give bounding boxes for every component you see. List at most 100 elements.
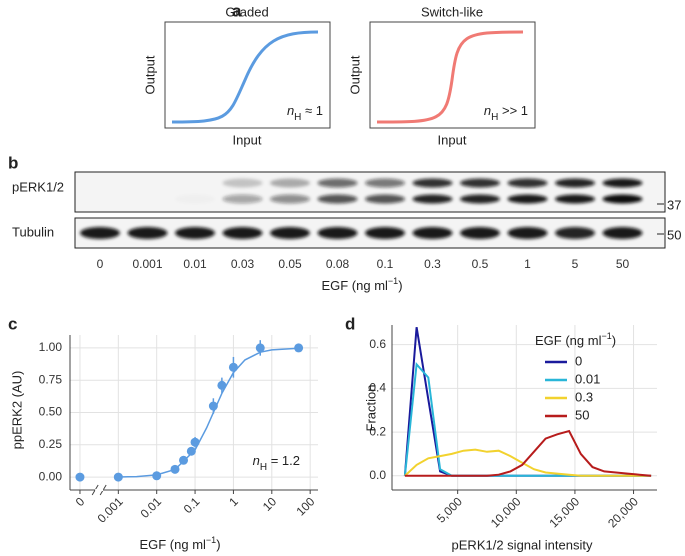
- x-tick-label: 0.001: [95, 494, 126, 525]
- band: [222, 194, 263, 204]
- lane-label: 0.05: [278, 257, 302, 271]
- point: [152, 471, 162, 481]
- schematic-title: Graded: [225, 4, 268, 19]
- panel-label: d: [345, 314, 355, 333]
- schematic-xlabel: Input: [233, 132, 262, 147]
- band: [175, 195, 215, 204]
- lane-label: 0.5: [472, 257, 489, 271]
- series-line: [404, 448, 652, 477]
- band: [317, 178, 358, 188]
- text-part: >> 1: [498, 103, 528, 118]
- lane-label: 0.1: [377, 257, 394, 271]
- series-line: [403, 327, 652, 477]
- x-tick-label: 15,000: [546, 494, 582, 530]
- y-tick-label: 0.6: [369, 337, 386, 351]
- band: [365, 178, 405, 188]
- text-part: EGF (ng ml: [139, 537, 206, 552]
- band: [175, 227, 215, 239]
- schematic-annotation: nH >> 1: [484, 103, 528, 123]
- schematic-ylabel: Output: [142, 55, 157, 94]
- superscript: −1: [601, 331, 611, 341]
- italic-part: n: [484, 103, 491, 118]
- band: [80, 227, 120, 239]
- x-tick-label: 5,000: [434, 494, 465, 525]
- band: [270, 227, 310, 239]
- text-part: ): [216, 537, 220, 552]
- lane-label: 0.3: [424, 257, 441, 271]
- annotation: nH = 1.2: [253, 453, 300, 473]
- break-gap: [95, 489, 104, 491]
- blot-strip: [74, 171, 666, 213]
- band: [80, 195, 120, 204]
- band: [460, 227, 500, 239]
- italic-part: n: [287, 103, 294, 118]
- point: [170, 464, 180, 474]
- y-tick-label: 0.25: [39, 437, 63, 451]
- x-tick-label: 100: [293, 494, 317, 518]
- point: [217, 380, 227, 390]
- band: [460, 194, 500, 204]
- marker-label: 37: [667, 197, 681, 212]
- band: [602, 227, 643, 239]
- x-axis-label: EGF (ng ml−1): [139, 535, 220, 552]
- point: [179, 455, 189, 465]
- band: [365, 227, 405, 239]
- x-tick-label: 20,000: [605, 494, 641, 530]
- y-tick-label: 0.0: [369, 468, 386, 482]
- row-label: Tubulin: [12, 224, 54, 239]
- lane-label: 0.001: [132, 257, 162, 271]
- y-tick-label: 0.2: [369, 424, 386, 438]
- superscript: −1: [388, 276, 398, 286]
- x-axis-label: pERK1/2 signal intensity: [452, 537, 593, 552]
- x-tick-label: 10: [260, 494, 280, 514]
- band: [555, 194, 595, 204]
- band: [507, 194, 548, 204]
- band: [412, 194, 453, 204]
- x-tick-label: 1: [226, 494, 241, 509]
- text-part: ): [398, 278, 402, 293]
- x-tick-label: 0.01: [138, 494, 165, 521]
- point: [190, 437, 200, 447]
- legend-label: 0: [575, 353, 582, 368]
- band: [555, 178, 595, 188]
- schematic-xlabel: Input: [438, 132, 467, 147]
- series-line: [404, 429, 652, 477]
- marker-label: 50: [667, 227, 681, 242]
- band: [270, 178, 310, 188]
- text-part: EGF (ng ml: [321, 278, 388, 293]
- band: [317, 227, 358, 239]
- panel-label: c: [8, 314, 17, 333]
- band: [412, 227, 453, 239]
- y-tick-label: 0.75: [39, 372, 63, 386]
- band: [317, 194, 358, 204]
- row-label: pERK1/2: [12, 179, 64, 194]
- legend-label: 0.01: [575, 371, 600, 386]
- panel-label: a: [232, 1, 242, 20]
- legend-label: 50: [575, 407, 589, 422]
- subscript: H: [294, 112, 301, 123]
- text-part: ): [612, 333, 616, 348]
- y-axis-label: ppERK2 (AU): [9, 371, 24, 450]
- band: [175, 179, 215, 188]
- lane-label: 0.03: [231, 257, 255, 271]
- panel-label: b: [8, 153, 18, 172]
- point: [208, 401, 218, 411]
- switch-curve: [376, 30, 524, 124]
- y-tick-label: 0.00: [39, 469, 63, 483]
- point: [228, 362, 238, 372]
- schematic-annotation: nH ≈ 1: [287, 103, 323, 123]
- band: [507, 178, 548, 188]
- schematic-title: Switch-like: [421, 4, 483, 19]
- x-tick-label: 0.1: [181, 494, 203, 516]
- band: [270, 194, 310, 204]
- point: [255, 343, 265, 353]
- point: [113, 472, 123, 482]
- lane-label: 50: [616, 257, 630, 271]
- band: [80, 179, 120, 188]
- subscript: H: [491, 112, 498, 123]
- band: [127, 227, 168, 239]
- lane-label: 5: [572, 257, 579, 271]
- y-tick-label: 0.50: [39, 405, 63, 419]
- band: [365, 194, 405, 204]
- x-tick-label: 10,000: [488, 494, 524, 530]
